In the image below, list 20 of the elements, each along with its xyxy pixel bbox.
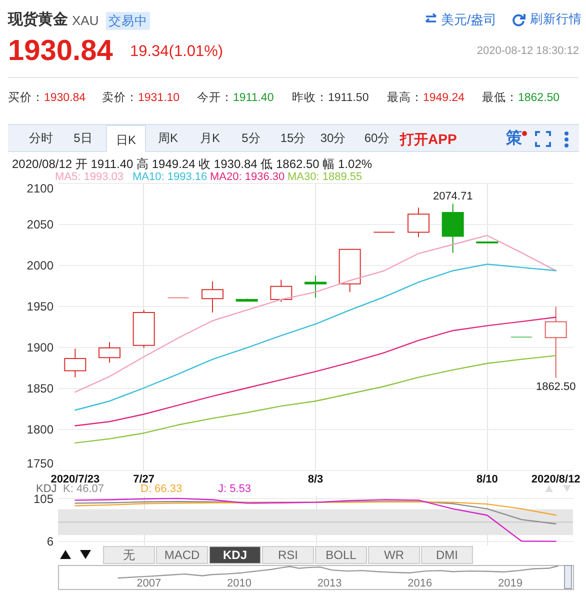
y-tick-label: 105 [33, 492, 54, 506]
text: DMI [421, 546, 473, 564]
legend-title: KDJ [36, 482, 57, 494]
text: MACD [156, 546, 208, 564]
series-label: K: 46.07 [63, 482, 104, 496]
x-tick-label: 2016 [408, 578, 432, 590]
x-tick-label: 2010 [226, 578, 252, 590]
line-series [74, 501, 556, 516]
series-label: J: 5.53 [218, 482, 252, 496]
text: 无 [103, 546, 155, 564]
y-tick-label: 6 [46, 534, 54, 549]
x-tick-label: 2019 [498, 578, 522, 590]
x-tick-label: 2007 [136, 578, 162, 590]
text: KDJ [209, 546, 261, 564]
series-label: D: 66.33 [140, 482, 182, 496]
text: BOLL [315, 546, 367, 564]
text: WR [368, 546, 420, 564]
text: RSI [262, 546, 314, 564]
line-series [74, 498, 556, 542]
x-tick-label: 2013 [317, 578, 342, 590]
